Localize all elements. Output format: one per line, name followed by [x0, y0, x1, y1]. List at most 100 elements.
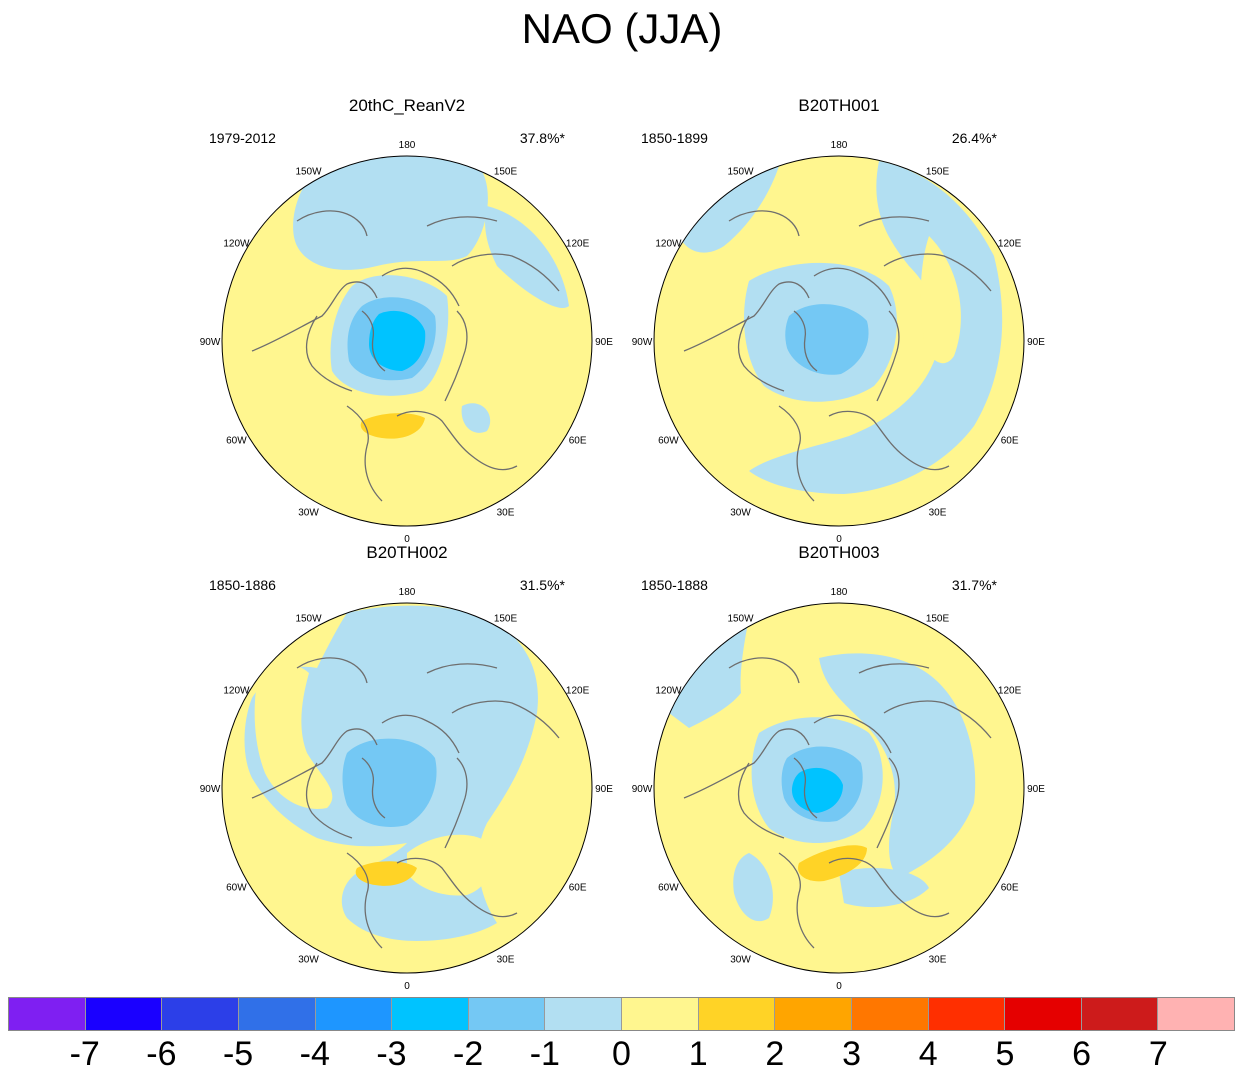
coastline — [361, 310, 386, 372]
longitude-label: 60W — [658, 436, 679, 447]
longitude-label: 90W — [200, 337, 221, 348]
colorbar-tick-label: -4 — [299, 1035, 330, 1073]
longitude-label: 150W — [295, 166, 322, 177]
colorbar-tick-label: -2 — [453, 1035, 484, 1073]
positive-region — [360, 413, 425, 439]
longitude-label: 60E — [1001, 883, 1019, 894]
colorbar-segment — [851, 998, 929, 1030]
coastline — [793, 310, 818, 372]
coastline — [296, 210, 368, 237]
panel-variance: 37.8%* — [519, 130, 565, 146]
coastline — [858, 216, 930, 227]
longitude-label: 90E — [595, 784, 613, 795]
longitude-label: 120W — [655, 239, 682, 250]
coastline — [346, 852, 383, 949]
map-panel-b20th001: B20TH001 1850-1899 26.4%* 180 150E 120E 90E… — [629, 96, 1049, 545]
panel-title: B20TH003 — [798, 543, 880, 562]
colorbar-segment — [545, 998, 622, 1030]
negative-region — [485, 206, 569, 308]
longitude-label: 120W — [655, 686, 682, 697]
longitude-label: 60W — [226, 436, 247, 447]
longitude-label: 120E — [566, 686, 590, 697]
colorbar-tick-label: 1 — [688, 1035, 708, 1073]
negative-region — [819, 653, 976, 878]
coastline — [737, 762, 785, 839]
longitude-label: 150E — [926, 613, 950, 624]
colorbar-tick-label: 6 — [1072, 1035, 1092, 1073]
coastline — [426, 216, 498, 227]
panel-title: 20thC_ReanV2 — [348, 96, 466, 115]
coastline — [251, 281, 378, 352]
longitude-label: 30W — [298, 955, 319, 966]
coastline — [828, 410, 950, 471]
negative-region — [749, 161, 1003, 494]
polar-map: 180 150E 120E 90E 60E 30E 0 30W 60W 90W 120W 150W — [200, 587, 614, 992]
coastline — [778, 852, 815, 949]
positive-region — [407, 834, 494, 896]
coastline — [883, 700, 992, 739]
longitude-label: 90W — [632, 784, 653, 795]
colorbar-segment — [698, 998, 776, 1030]
longitude-label: 0 — [404, 534, 410, 545]
colorbar-tick-label: 4 — [918, 1035, 938, 1073]
longitude-label: 150W — [727, 166, 754, 177]
longitude-label: 150E — [926, 166, 950, 177]
longitude-label: 0 — [404, 981, 410, 992]
longitude-label: 60E — [1001, 436, 1019, 447]
coastline — [451, 700, 560, 739]
longitude-label: 150W — [727, 613, 754, 624]
longitude-label: 120W — [223, 239, 250, 250]
coastline — [381, 714, 460, 754]
longitude-label: 180 — [831, 140, 848, 151]
colorbar-tick-label: 2 — [765, 1035, 785, 1073]
longitude-label: 150E — [494, 613, 518, 624]
longitude-label: 60W — [658, 883, 679, 894]
coastline — [793, 757, 818, 819]
panel-variance: 31.5%* — [519, 577, 565, 593]
map-panel-20thc-reanv2: 20thC_ReanV2 1979-2012 37.8%* 180 150E 120… — [197, 96, 617, 545]
longitude-label: 30E — [497, 508, 515, 519]
longitude-label: 180 — [399, 140, 416, 151]
colorbar-segment — [392, 998, 469, 1030]
colorbar-segment — [315, 998, 393, 1030]
longitude-label: 60E — [569, 883, 587, 894]
colorbar-segment — [1081, 998, 1159, 1030]
colorbar-segment — [468, 998, 546, 1030]
coastline — [813, 267, 892, 307]
negative-region — [791, 767, 843, 813]
figure-title: NAO (JJA) — [521, 5, 723, 52]
longitude-label: 30E — [497, 955, 515, 966]
map-panel-b20th002: B20TH002 1850-1886 31.5%* 180 150E 120E 90E… — [197, 543, 617, 992]
coastline — [305, 315, 353, 392]
coastline — [346, 405, 383, 502]
longitude-label: 30E — [929, 955, 947, 966]
colorbar-tick-label: 3 — [842, 1035, 862, 1073]
coastline — [451, 253, 560, 292]
panel-variance: 26.4%* — [951, 130, 997, 146]
colorbar-segment — [928, 998, 1006, 1030]
negative-region — [461, 403, 491, 433]
coastline — [444, 310, 468, 402]
coastline — [876, 757, 900, 849]
map-boundary — [221, 155, 593, 527]
longitude-label: 120E — [566, 239, 590, 250]
longitude-label: 30W — [730, 508, 751, 519]
longitude-label: 90E — [595, 337, 613, 348]
map-panel-b20th003: B20TH003 1850-1888 31.7%* 180 150E 120E 90E… — [629, 543, 1049, 992]
colorbar-tick-label: -5 — [222, 1035, 254, 1073]
polar-map: 180 150E 120E 90E 60E 30E 0 30W 60W 90W 120W 150W — [200, 140, 614, 545]
map-boundary — [221, 602, 593, 974]
coastline — [396, 857, 518, 918]
coastline — [828, 857, 950, 918]
positive-region — [254, 664, 333, 809]
colorbar-tick-label: 5 — [995, 1035, 1015, 1073]
colorbar-tick-label: -7 — [69, 1035, 100, 1073]
coastline — [683, 281, 810, 352]
colorbar-segment — [162, 998, 239, 1030]
longitude-label: 30W — [730, 955, 751, 966]
longitude-label: 0 — [836, 534, 842, 545]
coastline — [778, 405, 815, 502]
coastline — [305, 762, 353, 839]
colorbar-tick-label: -3 — [376, 1035, 407, 1073]
panel-title: B20TH002 — [366, 543, 448, 562]
